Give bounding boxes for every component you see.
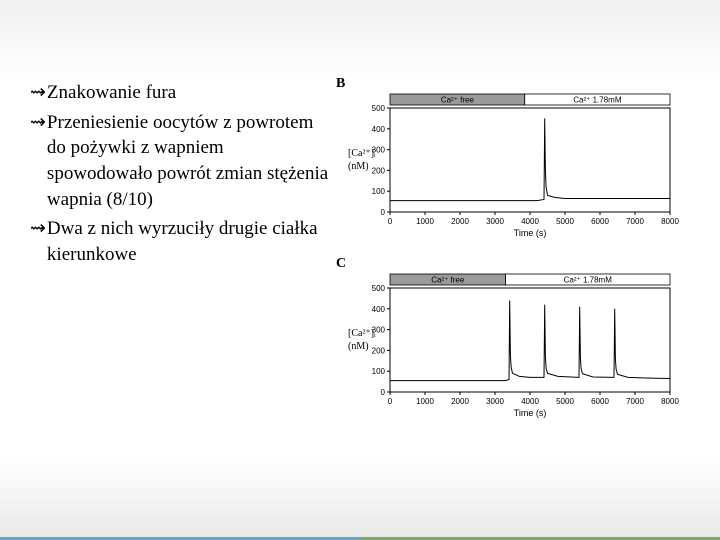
chart-c-svg: Ca²⁺ freeCa²⁺ 1.78mM01002003004005000100… xyxy=(340,260,680,420)
svg-text:8000: 8000 xyxy=(661,397,679,406)
svg-text:6000: 6000 xyxy=(591,217,609,226)
svg-text:5000: 5000 xyxy=(556,397,574,406)
svg-text:500: 500 xyxy=(372,284,386,293)
svg-text:Time (s): Time (s) xyxy=(514,228,547,238)
svg-text:7000: 7000 xyxy=(626,397,644,406)
bullet-icon: ⇝ xyxy=(30,216,43,267)
svg-text:[Ca²⁺]ᵢ: [Ca²⁺]ᵢ xyxy=(348,148,376,159)
panel-label-b: B xyxy=(336,76,345,92)
svg-text:0: 0 xyxy=(388,217,393,226)
panel-label-c: C xyxy=(336,256,346,272)
bullet-icon: ⇝ xyxy=(30,80,43,106)
chart-panel-b: B Ca²⁺ freeCa²⁺ 1.78mM010020030040050001… xyxy=(340,80,700,240)
charts-column: B Ca²⁺ freeCa²⁺ 1.78mM010020030040050001… xyxy=(340,80,700,420)
svg-text:200: 200 xyxy=(372,346,386,355)
svg-text:3000: 3000 xyxy=(486,217,504,226)
svg-text:1000: 1000 xyxy=(416,397,434,406)
bullet-item: ⇝ Znakowanie fura xyxy=(30,80,330,106)
svg-text:3000: 3000 xyxy=(486,397,504,406)
svg-text:100: 100 xyxy=(372,367,386,376)
svg-text:100: 100 xyxy=(372,187,386,196)
svg-text:400: 400 xyxy=(372,125,386,134)
bullet-icon: ⇝ xyxy=(30,110,43,213)
svg-text:500: 500 xyxy=(372,104,386,113)
bullet-list: ⇝ Znakowanie fura ⇝ Przeniesienie oocytó… xyxy=(30,80,330,420)
svg-text:5000: 5000 xyxy=(556,217,574,226)
bullet-text: Przeniesienie oocytów z powrotem do poży… xyxy=(47,110,330,213)
svg-text:(nM): (nM) xyxy=(348,341,369,352)
svg-text:0: 0 xyxy=(381,388,386,397)
bullet-item: ⇝ Dwa z nich wyrzuciły drugie ciałka kie… xyxy=(30,216,330,267)
svg-text:Ca²⁺ 1.78mM: Ca²⁺ 1.78mM xyxy=(573,96,622,105)
bullet-item: ⇝ Przeniesienie oocytów z powrotem do po… xyxy=(30,110,330,213)
svg-text:2000: 2000 xyxy=(451,217,469,226)
svg-text:8000: 8000 xyxy=(661,217,679,226)
bullet-text: Znakowanie fura xyxy=(47,80,330,106)
svg-text:Ca²⁺ 1.78mM: Ca²⁺ 1.78mM xyxy=(564,276,613,285)
svg-text:0: 0 xyxy=(388,397,393,406)
svg-text:6000: 6000 xyxy=(591,397,609,406)
svg-text:4000: 4000 xyxy=(521,397,539,406)
svg-text:1000: 1000 xyxy=(416,217,434,226)
svg-text:0: 0 xyxy=(381,208,386,217)
bullet-text: Dwa z nich wyrzuciły drugie ciałka kieru… xyxy=(47,216,330,267)
svg-text:Ca²⁺ free: Ca²⁺ free xyxy=(431,276,465,285)
svg-text:200: 200 xyxy=(372,166,386,175)
svg-text:4000: 4000 xyxy=(521,217,539,226)
svg-text:(nM): (nM) xyxy=(348,161,369,172)
svg-text:2000: 2000 xyxy=(451,397,469,406)
svg-text:400: 400 xyxy=(372,305,386,314)
svg-text:Ca²⁺ free: Ca²⁺ free xyxy=(441,96,475,105)
chart-panel-c: C Ca²⁺ freeCa²⁺ 1.78mM010020030040050001… xyxy=(340,260,700,420)
svg-text:7000: 7000 xyxy=(626,217,644,226)
chart-b-svg: Ca²⁺ freeCa²⁺ 1.78mM01002003004005000100… xyxy=(340,80,680,240)
svg-text:[Ca²⁺]ᵢ: [Ca²⁺]ᵢ xyxy=(348,328,376,339)
svg-text:Time (s): Time (s) xyxy=(514,408,547,418)
